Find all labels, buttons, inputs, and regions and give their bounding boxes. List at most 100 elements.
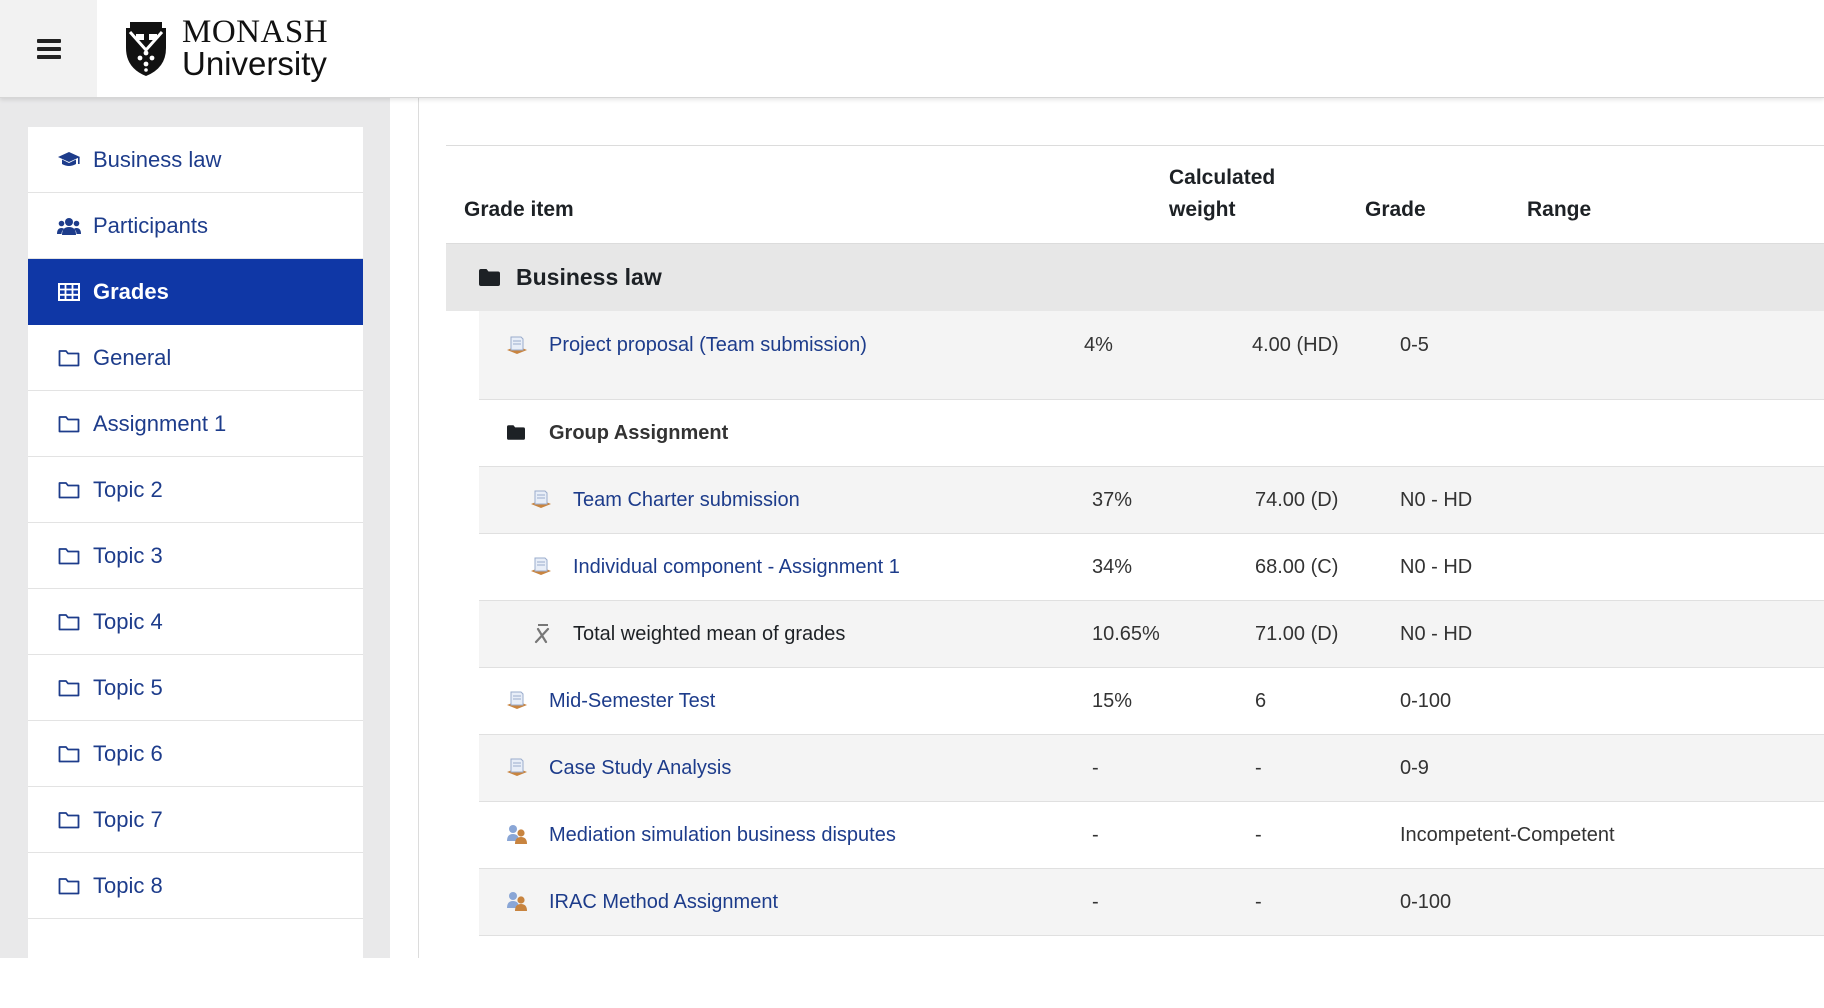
grade-value: - [1255, 891, 1262, 913]
nav-item-label: Topic 8 [93, 872, 163, 898]
grade-item-link[interactable]: Case Study Analysis [549, 757, 732, 779]
table-icon [56, 281, 82, 303]
grade-row-team-charter: Team Charter submission 37% 74.00 (D) N0… [479, 467, 1824, 534]
grade-item-link[interactable]: Project proposal (Team submission) [549, 334, 867, 356]
nav-item-participants[interactable]: Participants [28, 193, 363, 259]
weight-value: - [1092, 757, 1099, 779]
grade-value: 4.00 (HD) [1252, 334, 1339, 356]
nav-item-topic-7[interactable]: Topic 7 [28, 787, 363, 853]
workshop-icon [507, 892, 527, 911]
monash-crest-icon [126, 22, 166, 76]
grade-row-mediation-simulation: Mediation simulation business disputes -… [479, 802, 1824, 869]
grade-item-link[interactable]: Team Charter submission [573, 489, 800, 511]
nav-item-partial[interactable] [28, 919, 363, 958]
users-icon [56, 215, 82, 237]
nav-item-label: Assignment 1 [93, 410, 227, 436]
grade-value: 6 [1255, 690, 1267, 712]
main-content: Grade item Calculated weight Grade Range… [390, 97, 1824, 958]
column-header-grade: Grade [1365, 198, 1426, 221]
monash-logo[interactable]: MONASH University [120, 16, 328, 80]
folder-outline-icon [56, 545, 82, 567]
range-value: N0 - HD [1400, 556, 1473, 578]
folder-outline-icon [56, 413, 82, 435]
column-header-range: Range [1527, 198, 1592, 221]
menu-toggle-button[interactable] [0, 0, 97, 97]
nav-item-topic-8[interactable]: Topic 8 [28, 853, 363, 919]
assignment-icon [507, 758, 527, 776]
grade-row-case-study: Case Study Analysis - - 0-9 [479, 735, 1824, 802]
nav-item-label: Topic 7 [93, 806, 163, 832]
nav-item-label: Participants [93, 212, 208, 238]
grade-item-link[interactable]: Individual component - Assignment 1 [573, 556, 900, 578]
hamburger-icon [36, 35, 61, 63]
nav-item-grades[interactable]: Grades [28, 259, 363, 325]
folder-icon [479, 269, 500, 286]
category-name: Business law [516, 264, 662, 290]
top-navbar: MONASH University [0, 0, 1824, 98]
course-index-drawer: Business law Participants Grades General [0, 97, 390, 958]
range-value: 0-9 [1400, 757, 1429, 779]
assignment-icon [531, 557, 551, 575]
grade-item-link[interactable]: Mid-Semester Test [549, 690, 716, 712]
nav-item-topic-5[interactable]: Topic 5 [28, 655, 363, 721]
range-value: 0-100 [1400, 690, 1452, 712]
nav-item-topic-2[interactable]: Topic 2 [28, 457, 363, 523]
weight-value: 37% [1092, 489, 1133, 511]
grade-row-irac-method: IRAC Method Assignment - - 0-100 [479, 869, 1824, 936]
grade-row-partial [479, 936, 1824, 958]
logo-wordmark-university: University [182, 45, 327, 82]
assignment-icon [531, 490, 551, 508]
graduation-cap-icon [56, 149, 82, 171]
nav-item-general[interactable]: General [28, 325, 363, 391]
weight-value: 10.65% [1092, 623, 1160, 645]
grade-value: - [1255, 824, 1262, 846]
nav-item-label: Topic 2 [93, 476, 163, 502]
grade-item-name: Total weighted mean of grades [573, 623, 846, 645]
grade-table-header: Grade item Calculated weight Grade Range [446, 146, 1824, 244]
nav-item-topic-4[interactable]: Topic 4 [28, 589, 363, 655]
category-row-business-law: Business law [446, 244, 1824, 311]
column-header-weight-line1: Calculated [1169, 166, 1276, 189]
grade-item-link[interactable]: Mediation simulation business disputes [549, 824, 896, 846]
range-value: 0-5 [1400, 334, 1429, 356]
grade-row-individual-component: Individual component - Assignment 1 34% … [479, 534, 1824, 601]
grade-value: - [1255, 757, 1262, 779]
nav-item-label: Topic 5 [93, 674, 163, 700]
workshop-icon [507, 825, 527, 844]
nav-item-label: Topic 6 [93, 740, 163, 766]
grade-value: 74.00 (D) [1255, 489, 1339, 511]
weight-value: - [1092, 824, 1099, 846]
grade-row-category-total: Total weighted mean of grades 10.65% 71.… [479, 601, 1824, 668]
grade-item-link[interactable]: IRAC Method Assignment [549, 891, 778, 913]
folder-outline-icon [56, 743, 82, 765]
grade-value: 71.00 (D) [1255, 623, 1339, 645]
nav-item-course-home[interactable]: Business law [28, 127, 363, 193]
nav-item-label: Grades [93, 278, 169, 304]
range-value: 0-100 [1400, 891, 1452, 913]
nav-item-topic-6[interactable]: Topic 6 [28, 721, 363, 787]
folder-outline-icon [56, 677, 82, 699]
mean-icon [534, 624, 550, 644]
course-nav-list: Business law Participants Grades General [28, 127, 363, 958]
nav-item-topic-3[interactable]: Topic 3 [28, 523, 363, 589]
weight-value: 4% [1084, 334, 1113, 356]
logo-wordmark-monash: MONASH [182, 14, 329, 50]
column-header-grade-item: Grade item [464, 198, 574, 221]
grade-row-mid-semester-test: Mid-Semester Test 15% 6 0-100 [479, 668, 1824, 735]
assignment-icon [507, 336, 527, 354]
category-name: Group Assignment [549, 422, 729, 444]
folder-outline-icon [56, 875, 82, 897]
nav-item-label: Topic 3 [93, 542, 163, 568]
nav-item-assignment-1[interactable]: Assignment 1 [28, 391, 363, 457]
folder-outline-icon [56, 479, 82, 501]
column-header-weight-line2: weight [1169, 198, 1236, 221]
grade-row-project-proposal: Project proposal (Team submission) 4% 4.… [479, 311, 1824, 400]
content-divider [418, 97, 419, 958]
weight-value: 34% [1092, 556, 1133, 578]
range-value: N0 - HD [1400, 489, 1473, 511]
weight-value: 15% [1092, 690, 1133, 712]
user-grade-report: Grade item Calculated weight Grade Range… [446, 145, 1824, 958]
page: MONASH University Business law Participa… [0, 0, 1824, 958]
nav-item-label: Topic 4 [93, 608, 163, 634]
folder-icon [507, 425, 525, 440]
